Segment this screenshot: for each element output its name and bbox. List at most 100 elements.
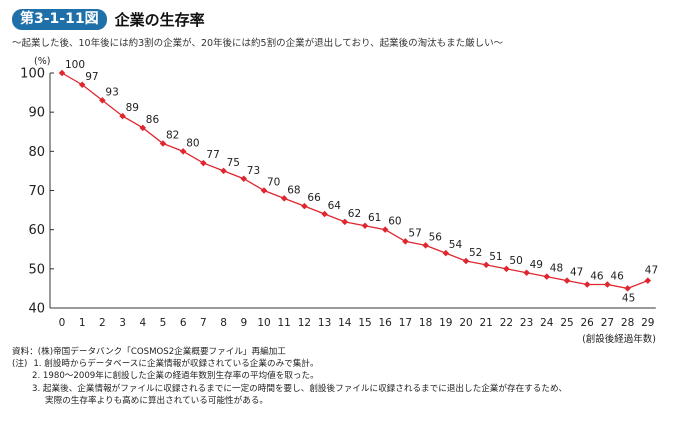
data-label: 82	[166, 130, 179, 142]
data-label: 68	[287, 184, 300, 196]
figure-title: 企業の生存率	[114, 10, 205, 29]
x-tick-label: 2	[99, 317, 106, 329]
x-tick-label: 5	[160, 317, 167, 329]
data-point	[179, 148, 187, 155]
data-label: 70	[267, 177, 280, 189]
series-line	[61, 72, 649, 290]
data-label: 100	[65, 59, 85, 71]
data-label: 89	[126, 102, 139, 114]
x-tick-label: 4	[139, 317, 146, 329]
data-point	[301, 202, 308, 210]
data-label: 46	[590, 271, 604, 283]
x-tick-label: 16	[379, 317, 393, 329]
data-point	[381, 226, 389, 233]
data-label: 51	[489, 251, 502, 263]
data-point	[543, 273, 551, 280]
y-tick-label: 90	[28, 106, 45, 121]
data-label: 47	[645, 265, 658, 277]
data-point	[240, 175, 248, 183]
x-tick-label: 22	[500, 317, 513, 329]
data-label: 93	[105, 86, 118, 98]
x-tick-label: 13	[318, 317, 331, 329]
data-label: 80	[186, 137, 199, 149]
x-tick-label: 1	[79, 317, 86, 329]
data-point	[361, 222, 369, 230]
data-point	[503, 265, 510, 273]
x-axis-label: (創設後経過年数)	[582, 333, 656, 345]
x-tick-label: 10	[257, 317, 270, 329]
data-label: 46	[610, 271, 624, 283]
data-point	[523, 269, 530, 277]
data-point	[78, 81, 86, 89]
x-tick-label: 23	[520, 317, 533, 329]
y-tick-label: 80	[28, 145, 45, 160]
data-point	[563, 277, 571, 284]
data-point	[220, 167, 227, 175]
data-label: 75	[227, 157, 240, 169]
data-label: 48	[550, 263, 563, 275]
note-1-text: 1. 創設時からデータベースに企業情報が収録されている企業のみで集計。	[33, 359, 319, 370]
data-label: 52	[469, 247, 482, 259]
y-tick-labels: 40 50 60 70 80 90 100	[20, 67, 45, 317]
data-points	[58, 69, 652, 292]
x-tick-label: 0	[59, 317, 66, 329]
data-label: 64	[328, 200, 342, 212]
note-2: 2. 1980〜2009年に創設した企業の経過年数別生存率の平均値を取った。	[32, 371, 319, 382]
data-point	[422, 242, 429, 249]
y-tick-label: 70	[28, 184, 45, 199]
data-point	[402, 238, 409, 245]
x-tick-label: 11	[278, 317, 291, 329]
data-label: 54	[449, 239, 463, 251]
y-tick-label: 50	[28, 262, 45, 277]
footnotes: 資料：(株)帝国データバンク「COSMOS2企業概要ファイル」再編加工 (注) 1…	[12, 346, 567, 407]
data-label: 73	[247, 165, 260, 177]
data-label: 97	[85, 71, 98, 83]
data-point	[482, 261, 490, 269]
data-point	[604, 281, 611, 288]
data-point	[341, 218, 349, 226]
data-label: 57	[408, 227, 421, 239]
data-label: 77	[206, 149, 219, 161]
y-tick-label: 40	[28, 302, 45, 317]
x-tick-label: 29	[641, 317, 654, 329]
x-tick-label: 7	[200, 317, 207, 329]
x-tick-label: 18	[419, 317, 432, 329]
x-tick-label: 15	[358, 317, 371, 329]
note-3-continued: 実際の生存率よりも高めに算出されている可能性がある。	[45, 395, 269, 406]
x-tick-label: 17	[399, 317, 412, 329]
data-label: 47	[570, 267, 583, 279]
figure-header: 第3-1-11図 企業の生存率	[12, 8, 205, 30]
note-prefix: (注)	[12, 359, 28, 370]
data-label: 86	[146, 114, 160, 126]
data-point	[462, 257, 470, 265]
data-label: 45	[622, 292, 635, 304]
data-label: 61	[368, 212, 381, 224]
data-point	[624, 285, 631, 292]
x-tick-label: 8	[220, 317, 227, 329]
data-point	[442, 249, 450, 257]
data-label: 62	[348, 208, 361, 220]
data-point	[99, 97, 106, 104]
chart-axes	[49, 72, 656, 309]
data-point	[119, 112, 126, 120]
y-axis-label: (%)	[34, 56, 50, 67]
y-tick-label: 100	[20, 67, 45, 82]
note-3: 3. 起業後、企業情報がファイルに収録されるまでに一定の時間を要し、創設後ファイ…	[32, 383, 568, 394]
x-tick-label: 6	[180, 317, 187, 329]
data-point	[583, 281, 591, 288]
data-point	[644, 277, 652, 284]
figure-number-badge: 第3-1-11図	[12, 8, 107, 30]
data-point	[260, 187, 268, 194]
data-label: 50	[509, 255, 522, 267]
x-tick-label: 26	[581, 317, 595, 329]
x-tick-labels: 0 1 2 3 4 5 6 7 8 9 10 11 12 13 14 15 16 17 18 19 20 21 22 23 24…	[59, 317, 655, 329]
data-point	[139, 124, 147, 132]
data-point	[280, 195, 288, 202]
x-tick-label: 20	[459, 317, 472, 329]
x-tick-label: 9	[240, 317, 247, 329]
y-tick-label: 60	[28, 223, 45, 238]
x-tick-label: 12	[298, 317, 311, 329]
source-note: 資料：(株)帝国データバンク「COSMOS2企業概要ファイル」再編加工	[12, 347, 286, 357]
